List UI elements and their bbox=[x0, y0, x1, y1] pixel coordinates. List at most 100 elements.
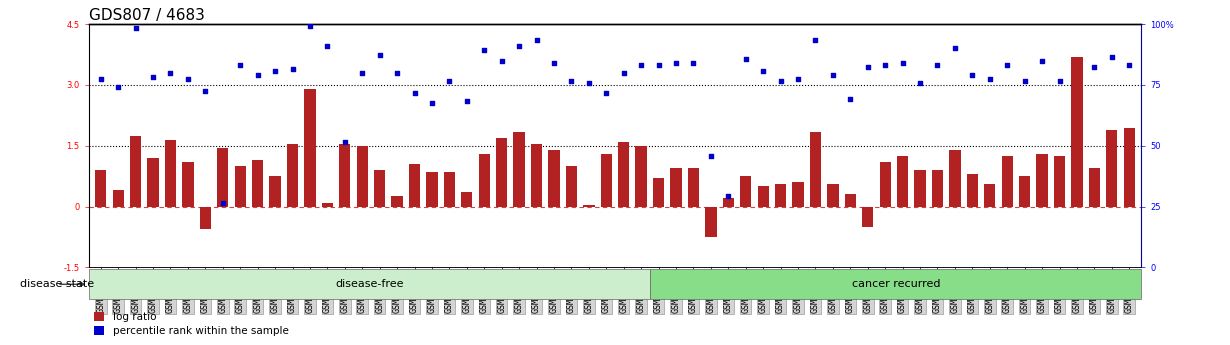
Bar bbox=[444, 172, 455, 207]
Point bbox=[788, 76, 808, 82]
FancyBboxPatch shape bbox=[89, 269, 651, 299]
Bar bbox=[357, 146, 368, 207]
Bar bbox=[408, 164, 421, 207]
Bar bbox=[617, 142, 630, 207]
Bar bbox=[792, 182, 803, 207]
Bar bbox=[478, 154, 490, 207]
Point bbox=[458, 98, 477, 104]
Bar bbox=[252, 160, 263, 207]
Point bbox=[614, 70, 633, 76]
Point bbox=[230, 62, 250, 67]
Text: cancer recurred: cancer recurred bbox=[851, 279, 940, 289]
Point bbox=[1032, 58, 1052, 63]
Bar bbox=[1089, 168, 1100, 207]
Bar bbox=[235, 166, 246, 207]
Bar bbox=[1037, 154, 1048, 207]
Point bbox=[475, 48, 494, 53]
Bar bbox=[1018, 176, 1031, 207]
Point bbox=[684, 60, 704, 66]
Bar bbox=[549, 150, 560, 207]
Bar bbox=[950, 150, 961, 207]
Point bbox=[526, 38, 546, 43]
Point bbox=[945, 46, 964, 51]
Point bbox=[648, 62, 668, 67]
Point bbox=[266, 68, 285, 73]
Bar bbox=[1123, 128, 1135, 207]
Point bbox=[196, 88, 215, 94]
Bar bbox=[740, 176, 752, 207]
Point bbox=[1049, 78, 1069, 84]
Point bbox=[283, 66, 303, 71]
Point bbox=[701, 153, 721, 159]
Point bbox=[876, 62, 895, 67]
Point bbox=[597, 90, 616, 96]
Point bbox=[998, 62, 1017, 67]
Point bbox=[1015, 78, 1034, 84]
Bar bbox=[199, 207, 212, 229]
Point bbox=[544, 60, 563, 66]
Bar bbox=[112, 190, 124, 207]
Bar bbox=[879, 162, 891, 207]
Bar bbox=[600, 154, 613, 207]
Bar bbox=[705, 207, 717, 237]
Point bbox=[631, 62, 651, 67]
Bar bbox=[897, 156, 908, 207]
Bar bbox=[531, 144, 542, 207]
Point bbox=[667, 60, 686, 66]
Bar bbox=[374, 170, 385, 207]
Bar bbox=[391, 196, 402, 207]
Point bbox=[178, 76, 198, 82]
Point bbox=[405, 90, 424, 96]
Bar bbox=[723, 198, 734, 207]
Point bbox=[370, 52, 390, 57]
Point bbox=[439, 78, 459, 84]
Bar bbox=[932, 170, 943, 207]
Bar bbox=[130, 136, 141, 207]
Bar bbox=[914, 170, 926, 207]
Bar bbox=[653, 178, 664, 207]
Point bbox=[353, 70, 373, 76]
Bar bbox=[304, 89, 316, 207]
Bar bbox=[182, 162, 193, 207]
Point bbox=[317, 44, 337, 49]
Bar bbox=[758, 186, 769, 207]
Bar bbox=[670, 168, 681, 207]
Bar bbox=[287, 144, 298, 207]
Point bbox=[579, 80, 599, 86]
Point bbox=[1102, 54, 1122, 59]
Point bbox=[771, 78, 791, 84]
Bar bbox=[775, 184, 786, 207]
Bar bbox=[1071, 57, 1082, 207]
Point bbox=[893, 60, 913, 66]
Bar bbox=[828, 184, 839, 207]
Bar bbox=[339, 144, 351, 207]
Bar bbox=[165, 140, 176, 207]
Point bbox=[91, 76, 111, 82]
Text: disease state: disease state bbox=[20, 279, 95, 289]
FancyBboxPatch shape bbox=[651, 269, 1141, 299]
Point bbox=[980, 76, 1000, 82]
Point bbox=[753, 68, 772, 73]
Point bbox=[1068, 13, 1087, 19]
Point bbox=[300, 23, 320, 29]
Point bbox=[1085, 64, 1105, 69]
Bar bbox=[218, 148, 229, 207]
Bar bbox=[427, 172, 438, 207]
Bar bbox=[95, 170, 107, 207]
Bar bbox=[1054, 156, 1065, 207]
Point bbox=[718, 194, 738, 199]
Bar bbox=[583, 205, 594, 207]
Legend: log ratio, percentile rank within the sample: log ratio, percentile rank within the sa… bbox=[93, 312, 288, 336]
Point bbox=[108, 84, 128, 90]
Point bbox=[509, 44, 529, 49]
Bar bbox=[1106, 130, 1118, 207]
Bar bbox=[269, 176, 280, 207]
Point bbox=[387, 70, 407, 76]
Point bbox=[247, 72, 267, 78]
Bar bbox=[148, 158, 159, 207]
Point bbox=[840, 96, 860, 102]
Point bbox=[927, 62, 947, 67]
Point bbox=[161, 70, 181, 76]
Bar bbox=[862, 207, 873, 227]
Point bbox=[736, 56, 755, 61]
